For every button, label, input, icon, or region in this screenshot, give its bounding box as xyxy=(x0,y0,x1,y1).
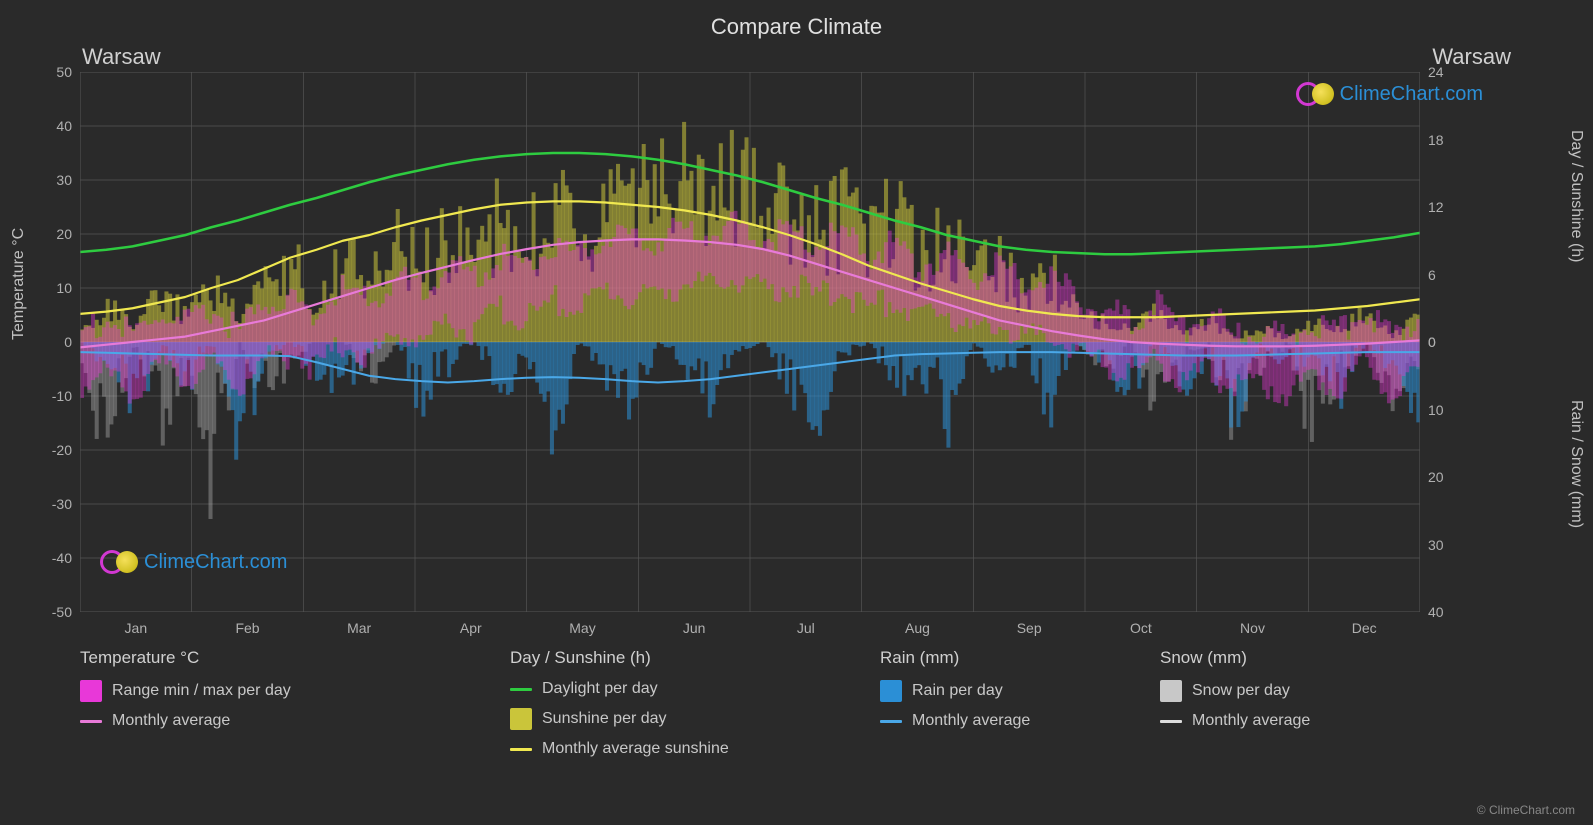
y-tick-right: 40 xyxy=(1428,604,1444,620)
y-tick-left: 40 xyxy=(56,118,72,134)
legend-item: Sunshine per day xyxy=(510,708,880,730)
legend-label: Daylight per day xyxy=(542,680,658,698)
y-tick-right: 30 xyxy=(1428,537,1444,553)
y-tick-right: 24 xyxy=(1428,64,1444,80)
city-label-left: Warsaw xyxy=(82,44,161,70)
legend-swatch xyxy=(880,680,902,702)
y-tick-right: 10 xyxy=(1428,402,1444,418)
x-tick-month: Apr xyxy=(460,620,482,636)
y-tick-left: -30 xyxy=(52,496,72,512)
x-tick-month: Jun xyxy=(683,620,706,636)
legend-label: Range min / max per day xyxy=(112,682,291,700)
legend-swatch xyxy=(80,720,102,723)
legend-item: Daylight per day xyxy=(510,680,880,698)
legend-item: Rain per day xyxy=(880,680,1160,702)
legend-label: Snow per day xyxy=(1192,682,1290,700)
legend-swatch xyxy=(1160,680,1182,702)
y-tick-left: -50 xyxy=(52,604,72,620)
legend: Temperature °C Range min / max per day Mon… xyxy=(80,648,1420,758)
y-tick-right: 20 xyxy=(1428,469,1444,485)
legend-label: Rain per day xyxy=(912,682,1003,700)
y-axis-left-label: Temperature °C xyxy=(10,228,28,340)
copyright: © ClimeChart.com xyxy=(1477,803,1575,817)
legend-item: Snow per day xyxy=(1160,680,1420,702)
x-tick-month: Mar xyxy=(347,620,371,636)
y-tick-right: 0 xyxy=(1428,334,1436,350)
plot-area: 50403020100-10-20-30-40-5024181260010203… xyxy=(80,72,1420,612)
y-tick-right: 6 xyxy=(1428,267,1436,283)
y-tick-left: 0 xyxy=(64,334,72,350)
legend-label: Monthly average xyxy=(112,712,230,730)
legend-item: Monthly average sunshine xyxy=(510,740,880,758)
y-tick-left: -10 xyxy=(52,388,72,404)
y-tick-left: 10 xyxy=(56,280,72,296)
legend-item: Monthly average xyxy=(1160,712,1420,730)
x-tick-month: Nov xyxy=(1240,620,1265,636)
legend-item: Monthly average xyxy=(880,712,1160,730)
x-tick-month: May xyxy=(569,620,595,636)
legend-header: Snow (mm) xyxy=(1160,648,1420,668)
legend-swatch xyxy=(510,708,532,730)
y-tick-right: 18 xyxy=(1428,132,1444,148)
chart-svg xyxy=(80,72,1420,612)
legend-label: Monthly average sunshine xyxy=(542,740,729,758)
watermark-text: ClimeChart.com xyxy=(1340,83,1483,106)
legend-swatch xyxy=(1160,720,1182,723)
y-tick-left: -20 xyxy=(52,442,72,458)
city-label-right: Warsaw xyxy=(1432,44,1511,70)
legend-swatch xyxy=(510,688,532,691)
x-tick-month: Feb xyxy=(235,620,259,636)
x-tick-month: Oct xyxy=(1130,620,1152,636)
x-tick-month: Sep xyxy=(1017,620,1042,636)
y-axis-right-label-bottom: Rain / Snow (mm) xyxy=(1567,400,1585,528)
x-tick-month: Aug xyxy=(905,620,930,636)
watermark-bottom-left: ClimeChart.com xyxy=(100,550,287,574)
x-tick-month: Dec xyxy=(1352,620,1377,636)
chart-title: Compare Climate xyxy=(0,0,1593,40)
legend-swatch xyxy=(510,748,532,751)
y-axis-right-label-top: Day / Sunshine (h) xyxy=(1567,130,1585,263)
logo-sun-icon xyxy=(116,551,138,573)
legend-column: Day / Sunshine (h) Daylight per day Sunshi… xyxy=(510,648,880,758)
x-tick-month: Jan xyxy=(125,620,148,636)
legend-column: Temperature °C Range min / max per day Mon… xyxy=(80,648,510,758)
legend-label: Sunshine per day xyxy=(542,710,667,728)
y-tick-left: 50 xyxy=(56,64,72,80)
legend-column: Snow (mm) Snow per day Monthly average xyxy=(1160,648,1420,758)
legend-item: Range min / max per day xyxy=(80,680,510,702)
legend-swatch xyxy=(880,720,902,723)
legend-header: Day / Sunshine (h) xyxy=(510,648,880,668)
y-tick-right: 12 xyxy=(1428,199,1444,215)
legend-label: Monthly average xyxy=(912,712,1030,730)
logo-sun-icon xyxy=(1312,83,1334,105)
legend-header: Temperature °C xyxy=(80,648,510,668)
legend-item: Monthly average xyxy=(80,712,510,730)
watermark-text: ClimeChart.com xyxy=(144,551,287,574)
x-tick-month: Jul xyxy=(797,620,815,636)
y-tick-left: 30 xyxy=(56,172,72,188)
legend-swatch xyxy=(80,680,102,702)
y-tick-left: 20 xyxy=(56,226,72,242)
legend-column: Rain (mm) Rain per day Monthly average xyxy=(880,648,1160,758)
y-tick-left: -40 xyxy=(52,550,72,566)
watermark-top-right: ClimeChart.com xyxy=(1296,82,1483,106)
legend-header: Rain (mm) xyxy=(880,648,1160,668)
legend-label: Monthly average xyxy=(1192,712,1310,730)
